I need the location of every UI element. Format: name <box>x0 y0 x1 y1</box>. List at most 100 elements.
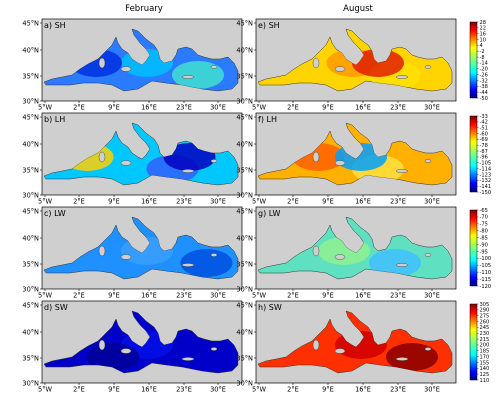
panel-label: c) LW <box>44 209 66 218</box>
y-tick-label: 40°N <box>22 140 39 148</box>
x-tick-label: 30°E <box>424 292 440 300</box>
colorbar-lh: -33-42-51-60-69-78-87-96-105-114-123-132… <box>469 114 492 196</box>
colorbar-tick-label: 125 <box>480 372 490 378</box>
x-tick-label: 23°E <box>390 104 406 112</box>
map-panel-sh_aug: e) SH 5°W 2°E 9°E 16°E 23°E 30°E 45°N 40°N 35°N 30… <box>236 18 457 112</box>
x-tick-label: 5°W <box>38 292 52 300</box>
colorbar-tick-label: 16 <box>480 31 486 37</box>
island-cyprus <box>424 253 432 257</box>
island-crete <box>395 263 409 267</box>
colorbar-tick-label: 10 <box>480 37 486 43</box>
colorbar-tick-label: 170 <box>480 354 490 360</box>
panel-label: d) SW <box>44 303 68 312</box>
colorbar-tick-label: -105 <box>480 263 492 269</box>
field-patch <box>369 249 421 277</box>
x-tick-label: 16°E <box>355 292 371 300</box>
x-tick-label: 2°E <box>73 386 85 394</box>
panel-label: b) LH <box>44 115 65 124</box>
x-tick-label: 2°E <box>73 198 85 206</box>
x-tick-label: 16°E <box>355 104 371 112</box>
island-crete <box>395 169 409 173</box>
colorbar-gradient <box>469 303 478 381</box>
colorbar-gradient <box>469 21 478 99</box>
field-patch <box>386 343 438 371</box>
map-panel-lh_aug: f) LH 5°W 2°E 9°E 16°E 23°E 30°E 45°N 40°N 35°N 30… <box>236 112 457 206</box>
colorbar-tick-label: -42 <box>480 120 488 126</box>
colorbar-tick-label: 290 <box>480 308 490 314</box>
x-tick-label: 9°E <box>322 292 334 300</box>
map-panel-lw_feb: c) LW 5°W 2°E 9°E 16°E 23°E 30°E 45°N 40°N 35°N 30… <box>22 206 243 300</box>
island-sardinia <box>98 151 106 163</box>
panel-grid: a) SH 5°W 2°E 9°E 16°E 23°E 30°E 45°N 40°N 35°N 30… <box>22 18 492 394</box>
x-tick-label: 23°E <box>390 198 406 206</box>
island-sardinia <box>312 151 320 163</box>
island-crete <box>181 169 195 173</box>
x-tick-label: 16°E <box>141 198 157 206</box>
colorbar-tick-label: -38 <box>480 84 488 90</box>
colorbar-tick-label: 230 <box>480 331 490 337</box>
colorbar-tick-label: -150 <box>480 190 492 196</box>
colorbar-tick-label: 155 <box>480 360 490 366</box>
colorbar-tick-label: -132 <box>480 178 492 184</box>
island-sicily <box>334 66 346 72</box>
y-tick-label: 30°N <box>22 97 39 105</box>
x-tick-label: 2°E <box>287 386 299 394</box>
y-tick-label: 30°N <box>236 191 253 199</box>
island-sicily <box>120 66 132 72</box>
colorbar-tick-label: -123 <box>480 172 492 178</box>
x-tick-label: 5°W <box>252 292 266 300</box>
colorbar-tick-label: 260 <box>480 319 490 325</box>
y-tick-label: 30°N <box>22 191 39 199</box>
colorbar-tick-label: -105 <box>480 161 492 167</box>
colorbar-tick-label: 275 <box>480 313 490 319</box>
x-tick-label: 30°E <box>424 198 440 206</box>
island-sicily <box>120 160 132 166</box>
panel-frame <box>255 300 457 384</box>
colorbar-tick-label: 140 <box>480 366 490 372</box>
panel-label: g) LW <box>258 209 280 218</box>
colorbar-tick-label: -60 <box>480 131 488 137</box>
colorbar-gradient <box>469 115 478 193</box>
x-tick-label: 9°E <box>108 104 120 112</box>
panel-frame <box>41 300 243 384</box>
y-tick-label: 30°N <box>236 379 253 387</box>
x-tick-label: 23°E <box>176 292 192 300</box>
y-tick-label: 40°N <box>22 328 39 336</box>
island-sicily <box>334 160 346 166</box>
map-panel-lh_feb: b) LH 5°W 2°E 9°E 16°E 23°E 30°E 45°N 40°N 35°N 30… <box>22 112 243 206</box>
y-tick-label: 35°N <box>22 72 39 80</box>
x-tick-label: 9°E <box>108 386 120 394</box>
panel-frame <box>255 206 457 290</box>
colorbar-tick-label: -14 <box>480 61 488 67</box>
colorbar-tick-label: -65 <box>480 208 488 214</box>
panel-label: f) LH <box>258 115 277 124</box>
x-tick-label: 16°E <box>141 386 157 394</box>
x-tick-label: 9°E <box>322 386 334 394</box>
field-patch <box>180 249 233 277</box>
island-sardinia <box>312 339 320 351</box>
y-tick-label: 35°N <box>236 260 253 268</box>
y-tick-label: 30°N <box>236 285 253 293</box>
colorbar-tick-label: -69 <box>480 137 488 143</box>
colorbar-tick-label: -85 <box>480 235 488 241</box>
map-panel-lw_aug: g) LW 5°W 2°E 9°E 16°E 23°E 30°E 45°N 40°N 35°N 30… <box>236 206 457 300</box>
x-tick-label: 30°E <box>424 104 440 112</box>
colorbar-tick-label: -33 <box>480 114 488 120</box>
x-tick-label: 2°E <box>287 104 299 112</box>
map-panel-sw_aug: h) SW 5°W 2°E 9°E 16°E 23°E 30°E 45°N 40°N 35°N 30… <box>236 300 457 394</box>
x-tick-label: 2°E <box>287 292 299 300</box>
colorbar-tick-label: -95 <box>480 249 488 255</box>
x-tick-label: 16°E <box>141 104 157 112</box>
x-tick-label: 30°E <box>210 292 226 300</box>
y-tick-label: 45°N <box>236 207 253 215</box>
x-tick-label: 2°E <box>73 104 85 112</box>
map-panel-sh_feb: a) SH 5°W 2°E 9°E 16°E 23°E 30°E 45°N 40°N 35°N 30… <box>22 18 243 112</box>
x-tick-label: 2°E <box>73 292 85 300</box>
colorbar-tick-label: -87 <box>480 149 488 155</box>
x-tick-label: 2°E <box>287 198 299 206</box>
island-cyprus <box>424 159 432 163</box>
colorbar-tick-label: 200 <box>480 343 490 349</box>
x-tick-label: 16°E <box>141 292 157 300</box>
